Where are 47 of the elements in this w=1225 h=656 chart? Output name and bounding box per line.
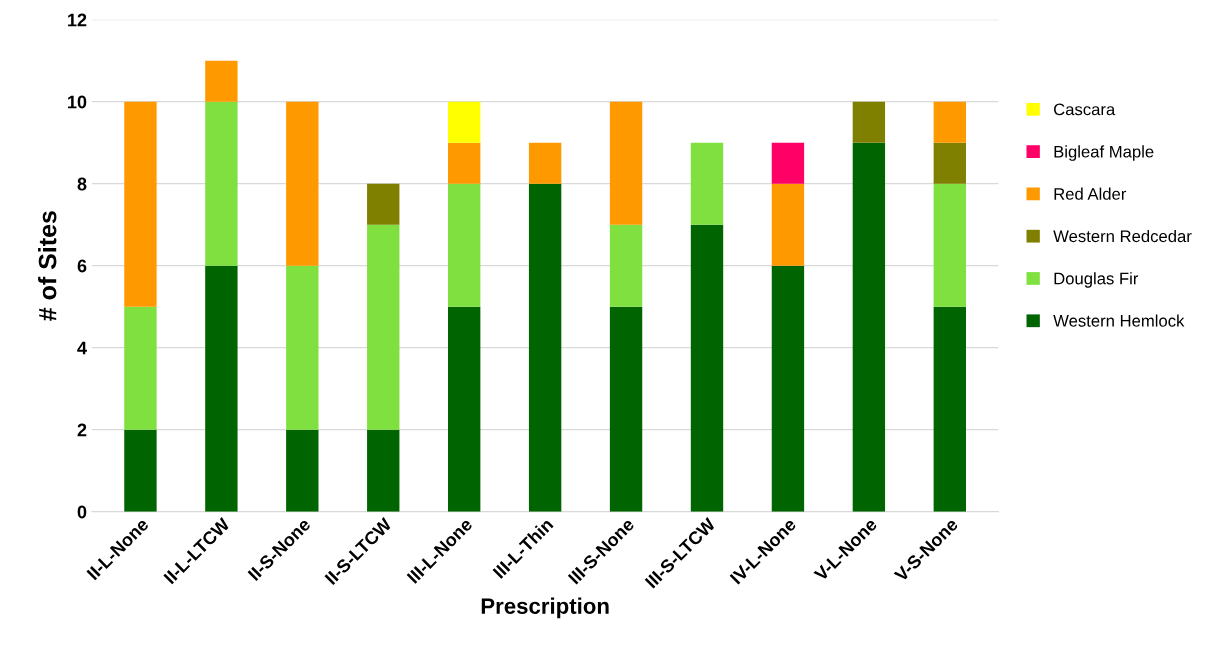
bar — [205, 60, 238, 102]
bar — [448, 142, 481, 184]
legend-label: Western Hemlock — [1053, 314, 1185, 327]
bar — [205, 101, 238, 266]
bar — [124, 101, 157, 307]
bar — [852, 142, 886, 512]
bar — [528, 183, 562, 512]
legend-label: Western Redcedar — [1053, 229, 1192, 243]
bar — [933, 142, 966, 184]
bar — [528, 142, 562, 184]
bar — [286, 265, 319, 430]
bar — [286, 101, 319, 266]
bar — [448, 183, 481, 307]
y-axis-title: # of Sites — [38, 211, 57, 321]
y-tick-label: 0 — [77, 505, 87, 519]
bar — [690, 224, 724, 512]
bar — [933, 101, 966, 143]
y-tick-label: 10 — [68, 95, 87, 109]
bar — [771, 265, 805, 512]
bar — [609, 101, 643, 225]
y-tick-label: 2 — [77, 423, 87, 437]
bar — [124, 429, 157, 512]
bar — [286, 429, 319, 512]
bar — [367, 429, 400, 512]
y-tick-label: 8 — [77, 177, 87, 191]
bar — [609, 306, 643, 512]
bar — [367, 183, 400, 225]
bar — [933, 306, 966, 512]
bar — [367, 224, 400, 430]
bar — [852, 101, 886, 143]
bar — [448, 101, 481, 143]
y-tick-label: 4 — [77, 341, 87, 355]
legend-label: Cascara — [1054, 103, 1116, 116]
legend-label: Red Alder — [1054, 187, 1127, 200]
legend-label: Douglas Fir — [1054, 272, 1139, 288]
bar — [933, 183, 966, 307]
x-axis-title: Prescription — [481, 597, 609, 619]
bar — [205, 265, 238, 512]
bar — [124, 306, 157, 430]
bar — [609, 224, 643, 307]
bar — [771, 183, 805, 266]
y-tick-label: 12 — [68, 13, 87, 27]
legend-label: Bigleaf Maple — [1054, 145, 1154, 161]
bar — [690, 142, 724, 225]
bar — [771, 142, 805, 184]
y-tick-label: 6 — [77, 259, 87, 273]
bar — [448, 306, 481, 512]
